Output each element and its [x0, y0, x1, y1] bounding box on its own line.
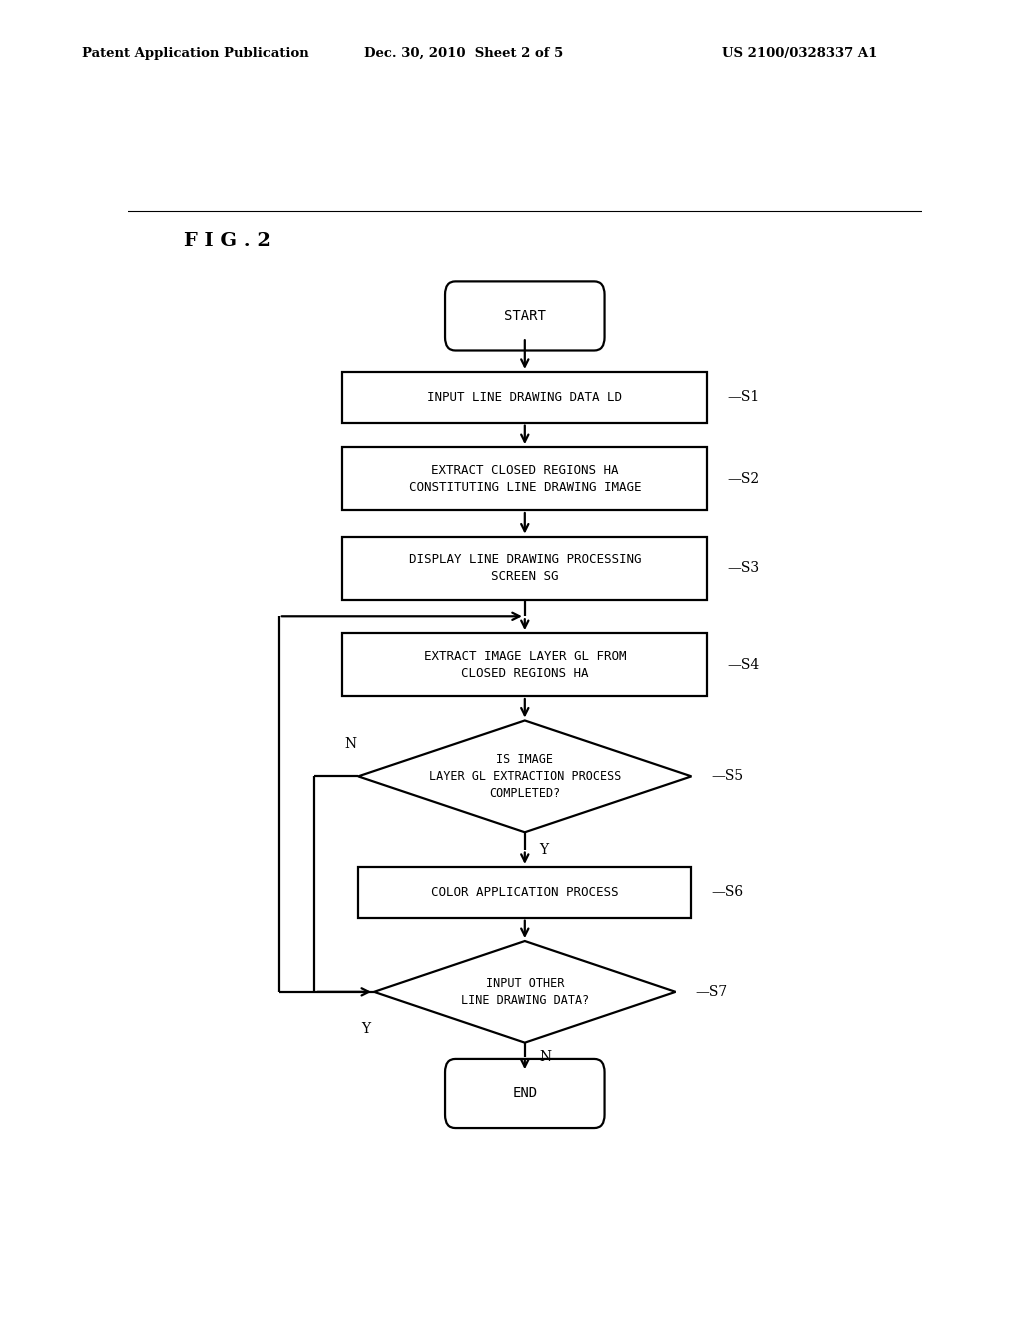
Polygon shape — [374, 941, 676, 1043]
FancyBboxPatch shape — [342, 634, 708, 696]
Text: DISPLAY LINE DRAWING PROCESSING
SCREEN SG: DISPLAY LINE DRAWING PROCESSING SCREEN S… — [409, 553, 641, 583]
Text: EXTRACT CLOSED REGIONS HA
CONSTITUTING LINE DRAWING IMAGE: EXTRACT CLOSED REGIONS HA CONSTITUTING L… — [409, 463, 641, 494]
Text: —S2: —S2 — [727, 471, 759, 486]
Text: N: N — [344, 737, 356, 751]
Text: Y: Y — [361, 1022, 371, 1036]
Text: IS IMAGE
LAYER GL EXTRACTION PROCESS
COMPLETED?: IS IMAGE LAYER GL EXTRACTION PROCESS COM… — [429, 752, 621, 800]
Text: START: START — [504, 309, 546, 323]
FancyBboxPatch shape — [358, 867, 691, 917]
Text: INPUT OTHER
LINE DRAWING DATA?: INPUT OTHER LINE DRAWING DATA? — [461, 977, 589, 1007]
FancyBboxPatch shape — [445, 281, 604, 351]
Text: N: N — [539, 1051, 551, 1064]
Text: Patent Application Publication: Patent Application Publication — [82, 46, 308, 59]
Text: —S1: —S1 — [727, 391, 760, 404]
Text: EXTRACT IMAGE LAYER GL FROM
CLOSED REGIONS HA: EXTRACT IMAGE LAYER GL FROM CLOSED REGIO… — [424, 649, 626, 680]
FancyBboxPatch shape — [342, 372, 708, 422]
Text: —S7: —S7 — [695, 985, 728, 999]
FancyBboxPatch shape — [445, 1059, 604, 1129]
Text: Dec. 30, 2010  Sheet 2 of 5: Dec. 30, 2010 Sheet 2 of 5 — [364, 46, 563, 59]
Text: Y: Y — [539, 842, 548, 857]
Text: INPUT LINE DRAWING DATA LD: INPUT LINE DRAWING DATA LD — [427, 391, 623, 404]
Text: F I G . 2: F I G . 2 — [183, 232, 270, 249]
Text: US 2100/0328337 A1: US 2100/0328337 A1 — [722, 46, 878, 59]
FancyBboxPatch shape — [342, 536, 708, 599]
Text: —S4: —S4 — [727, 657, 760, 672]
FancyBboxPatch shape — [342, 447, 708, 510]
Text: —S6: —S6 — [712, 886, 743, 899]
Text: —S5: —S5 — [712, 770, 743, 783]
Polygon shape — [358, 721, 691, 833]
Text: —S3: —S3 — [727, 561, 759, 576]
Text: COLOR APPLICATION PROCESS: COLOR APPLICATION PROCESS — [431, 886, 618, 899]
Text: END: END — [512, 1086, 538, 1101]
